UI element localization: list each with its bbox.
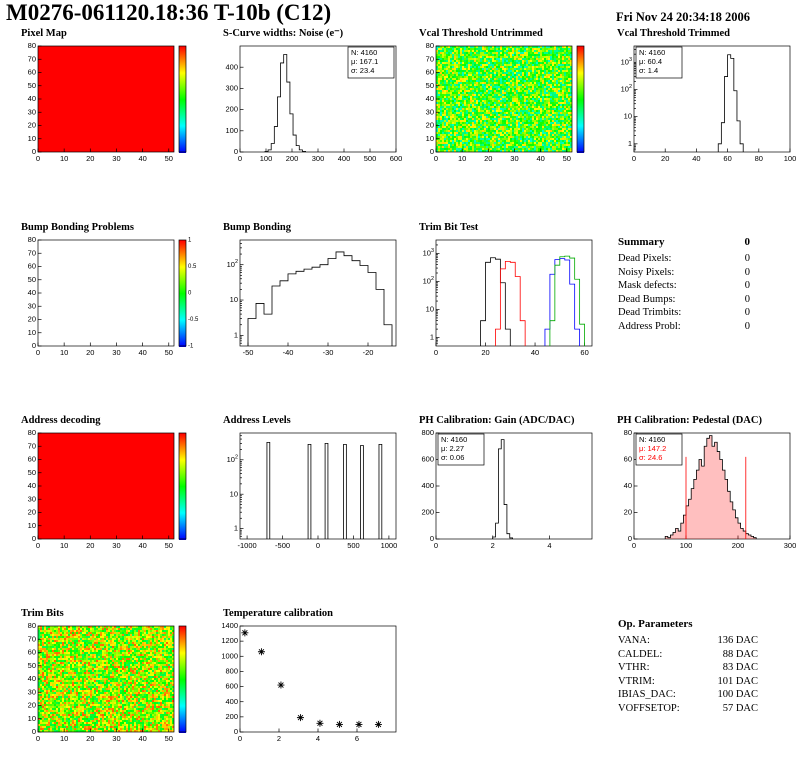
summary-row: Dead Bumps: 0 (618, 293, 750, 307)
ph-pedestal-canvas (604, 427, 796, 555)
summary-value: 0 (744, 307, 750, 318)
summary-total: 0 (744, 236, 751, 248)
chart-pixel-map: Pixel Map (8, 27, 204, 168)
summary-label: Dead Pixels: (618, 253, 672, 264)
chart-bump-bonding-problems: Bump Bonding Problems (8, 221, 204, 362)
summary-row: Dead Pixels: 0 (618, 252, 750, 266)
summary-row: Mask defects: 0 (618, 279, 750, 293)
scurve-noise-canvas (210, 40, 406, 168)
op-parameter-value: 57 DAC (722, 702, 758, 714)
op-parameter-label: VANA: (618, 635, 650, 646)
temperature-calibration-canvas (210, 620, 406, 748)
chart-title: PH Calibration: Pedestal (DAC) (617, 415, 762, 426)
op-parameter-label: CALDEL: (618, 648, 663, 660)
page-title: M0276-061120.18:36 T-10b (C12) (6, 0, 332, 25)
chart-title: Vcal Threshold Untrimmed (419, 28, 543, 39)
op-parameters-panel: Op. Parameters VANA: 136 DAC CALDEL: 88 DA… (618, 618, 758, 715)
op-parameter-value: 101 DAC (717, 675, 758, 687)
ph-gain-canvas (406, 427, 602, 555)
chart-title: Vcal Threshold Trimmed (617, 28, 730, 39)
address-decoding-canvas (8, 427, 204, 555)
summary-label: Address Probl: (618, 320, 681, 332)
chart-trim-bit-test: Trim Bit Test (406, 221, 602, 362)
chart-title: Trim Bit Test (419, 222, 479, 233)
summary-label: Dead Trimbits: (618, 307, 682, 318)
summary-label: Dead Bumps: (618, 293, 676, 305)
op-parameter-value: 136 DAC (717, 635, 758, 646)
op-parameters-title: Op. Parameters (618, 618, 693, 630)
vcal-trimmed-canvas (604, 40, 796, 168)
chart-vcal-untrimmed: Vcal Threshold Untrimmed (406, 27, 602, 168)
op-parameter-value: 88 DAC (722, 648, 758, 660)
chart-title: Address decoding (21, 415, 101, 426)
chart-title: Temperature calibration (223, 608, 333, 619)
summary-value: 0 (744, 293, 750, 305)
summary-label: Mask defects: (618, 280, 677, 291)
chart-title: Bump Bonding (223, 222, 291, 233)
summary-row: Dead Trimbits: 0 (618, 306, 750, 320)
op-parameter-row: VANA: 136 DAC (618, 634, 758, 648)
chart-ph-gain: PH Calibration: Gain (ADC/DAC) (406, 414, 602, 555)
timestamp: Fri Nov 24 20:34:18 2006 (616, 10, 751, 24)
op-parameter-row: CALDEL: 88 DAC (618, 648, 758, 662)
summary-panel: Summary 0 Dead Pixels: 0 Noisy Pixels: 0 M… (618, 236, 750, 333)
chart-bump-bonding: Bump Bonding (210, 221, 406, 362)
chart-address-decoding: Address decoding (8, 414, 204, 555)
chart-title: Bump Bonding Problems (21, 222, 135, 233)
op-parameter-row: IBIAS_DAC: 100 DAC (618, 688, 758, 702)
chart-title: Address Levels (223, 415, 291, 426)
vcal-untrimmed-canvas (406, 40, 602, 168)
op-parameter-value: 83 DAC (722, 662, 758, 673)
trim-bit-test-canvas (406, 234, 602, 362)
op-parameter-row: VTRIM: 101 DAC (618, 675, 758, 689)
bump-bonding-problems-canvas (8, 234, 204, 362)
summary-value: 0 (744, 320, 750, 332)
trim-bits-canvas (8, 620, 204, 748)
summary-label: Noisy Pixels: (618, 266, 675, 278)
op-parameter-value: 100 DAC (717, 689, 758, 700)
summary-value: 0 (744, 253, 750, 264)
pixel-map-canvas (8, 40, 204, 168)
chart-ph-pedestal: PH Calibration: Pedestal (DAC) (604, 414, 796, 555)
chart-temperature-calibration: Temperature calibration (210, 607, 406, 748)
chart-title: Trim Bits (21, 608, 64, 619)
chart-address-levels: Address Levels (210, 414, 406, 555)
chart-title: PH Calibration: Gain (ADC/DAC) (419, 415, 575, 426)
address-levels-canvas (210, 427, 406, 555)
op-parameter-label: VTHR: (618, 662, 650, 673)
chart-vcal-trimmed: Vcal Threshold Trimmed (604, 27, 796, 168)
op-parameter-label: VOFFSETOP: (618, 702, 680, 714)
op-parameter-row: VTHR: 83 DAC (618, 661, 758, 675)
chart-title: Pixel Map (21, 28, 67, 39)
summary-title: Summary (618, 236, 665, 248)
bump-bonding-canvas (210, 234, 406, 362)
summary-value: 0 (744, 280, 750, 291)
op-parameter-label: VTRIM: (618, 675, 655, 687)
op-parameter-row: VOFFSETOP: 57 DAC (618, 702, 758, 716)
chart-scurve-noise: S-Curve widths: Noise (e⁻) (210, 27, 406, 168)
summary-row: Address Probl: 0 (618, 320, 750, 334)
summary-row: Noisy Pixels: 0 (618, 266, 750, 280)
op-parameter-label: IBIAS_DAC: (618, 689, 676, 700)
chart-trim-bits: Trim Bits (8, 607, 204, 748)
summary-value: 0 (744, 266, 750, 278)
chart-title: S-Curve widths: Noise (e⁻) (223, 28, 344, 39)
